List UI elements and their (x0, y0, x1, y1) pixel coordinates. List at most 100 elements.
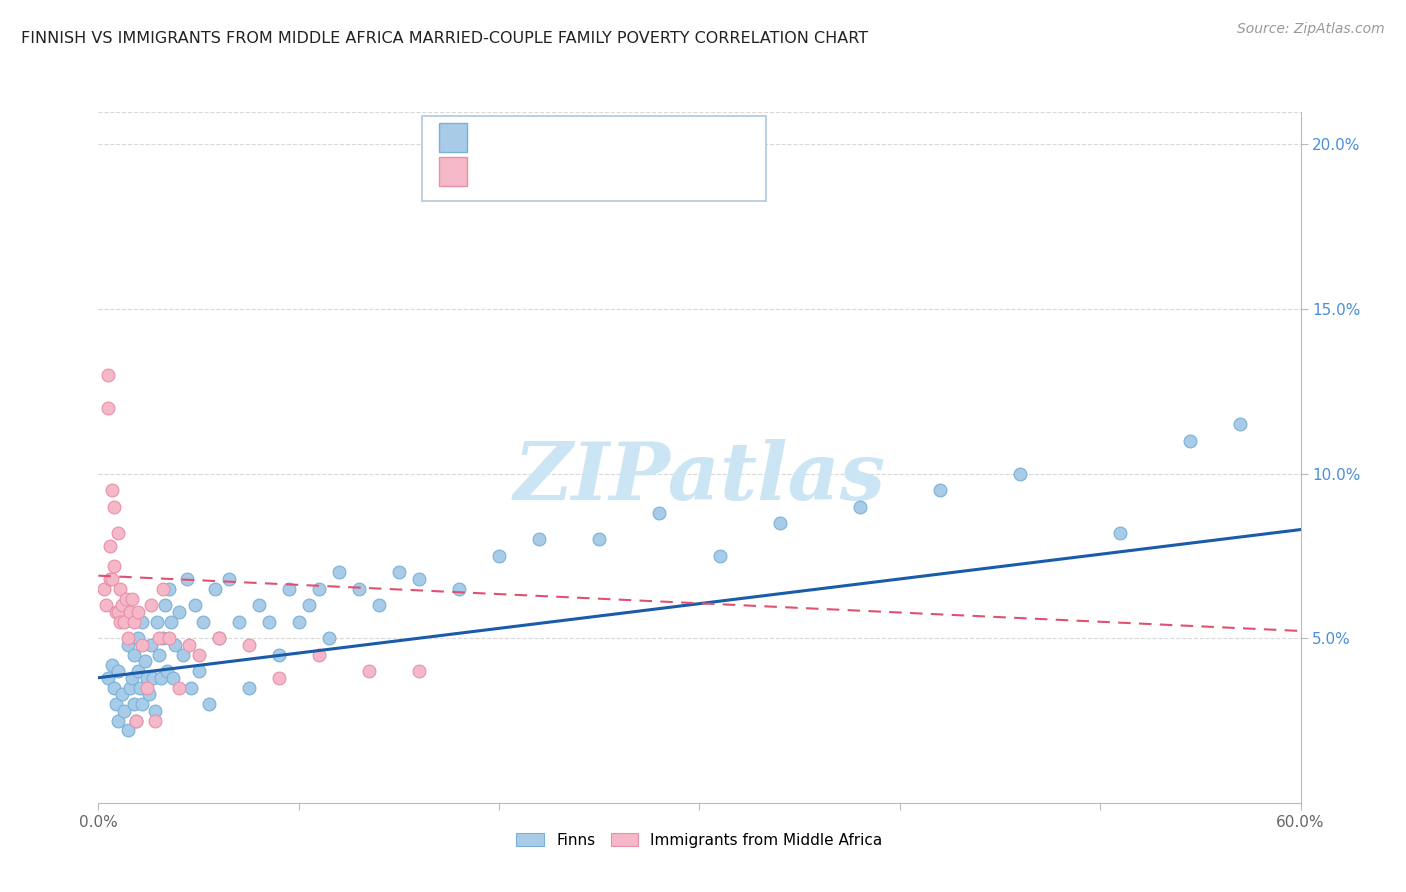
Point (115, 591, 138, 606)
Point (1229, 417, 1251, 432)
Point (100, 572, 122, 586)
Point (163, 638, 186, 652)
Point (162, 671, 184, 685)
Point (204, 582, 226, 596)
Point (529, 533, 551, 547)
Point (100, 539, 122, 553)
Point (267, 671, 290, 685)
Point (128, 664, 150, 678)
Point (308, 648, 330, 662)
Text: 75: 75 (634, 133, 657, 147)
Point (228, 615, 250, 629)
Point (141, 671, 163, 685)
Point (148, 648, 170, 662)
Point (143, 714, 166, 728)
Point (134, 654, 156, 668)
Point (277, 582, 299, 596)
Point (124, 615, 146, 629)
Point (588, 533, 610, 547)
Point (172, 648, 194, 662)
Point (117, 638, 139, 652)
Point (135, 681, 157, 695)
Point (103, 558, 125, 573)
Point (143, 704, 166, 718)
Point (191, 615, 214, 629)
Point (117, 723, 139, 738)
Point (97, 401, 120, 415)
Point (93, 582, 115, 596)
Point (120, 605, 142, 619)
Point (257, 615, 280, 629)
Point (105, 697, 128, 711)
Point (153, 599, 176, 613)
Point (125, 714, 148, 728)
Point (107, 664, 129, 678)
Point (125, 714, 148, 728)
Point (101, 572, 124, 586)
Point (183, 599, 205, 613)
Point (149, 671, 172, 685)
Point (101, 657, 124, 672)
Point (197, 697, 219, 711)
Point (121, 671, 143, 685)
Point (218, 572, 240, 586)
Text: -0.049: -0.049 (523, 167, 581, 181)
Point (103, 681, 125, 695)
Point (368, 599, 391, 613)
Point (347, 582, 370, 596)
Point (167, 605, 190, 619)
Point (117, 631, 139, 645)
Point (648, 506, 671, 520)
Point (447, 582, 470, 596)
Text: R =: R = (477, 133, 506, 147)
Point (176, 572, 198, 586)
Point (131, 697, 153, 711)
Point (110, 615, 132, 629)
Point (114, 615, 136, 629)
Text: 40: 40 (634, 167, 657, 181)
Point (408, 664, 430, 678)
Point (152, 582, 174, 596)
Point (929, 483, 952, 497)
Point (107, 605, 129, 619)
Point (238, 681, 260, 695)
Point (157, 582, 180, 596)
Point (107, 714, 129, 728)
Point (96, 599, 118, 613)
Point (388, 566, 411, 580)
Point (1109, 525, 1132, 540)
Point (167, 681, 190, 695)
Point (208, 631, 231, 645)
Text: R =: R = (477, 167, 506, 181)
Point (97, 368, 120, 382)
Point (101, 483, 124, 497)
Text: Source: ZipAtlas.com: Source: ZipAtlas.com (1237, 22, 1385, 37)
Point (103, 500, 125, 514)
Point (138, 687, 160, 701)
Point (131, 615, 153, 629)
Text: ZIPatlas: ZIPatlas (513, 439, 886, 516)
Point (408, 572, 430, 586)
Point (267, 648, 290, 662)
Point (135, 671, 157, 685)
Point (121, 591, 143, 606)
Point (769, 516, 792, 530)
Point (488, 549, 510, 563)
Point (139, 599, 162, 613)
Point (105, 605, 128, 619)
Point (114, 704, 136, 718)
Point (97, 671, 120, 685)
Point (120, 681, 142, 695)
Point (131, 638, 153, 652)
Text: FINNISH VS IMMIGRANTS FROM MIDDLE AFRICA MARRIED-COUPLE FAMILY POVERTY CORRELATI: FINNISH VS IMMIGRANTS FROM MIDDLE AFRICA… (21, 31, 869, 46)
Point (129, 681, 152, 695)
Text: N =: N = (592, 133, 623, 147)
Point (308, 582, 330, 596)
Text: N =: N = (592, 167, 623, 181)
Point (107, 525, 129, 540)
Text: 0.273: 0.273 (523, 133, 574, 147)
Point (145, 615, 167, 629)
Point (124, 648, 146, 662)
Point (288, 615, 311, 629)
Point (111, 599, 134, 613)
